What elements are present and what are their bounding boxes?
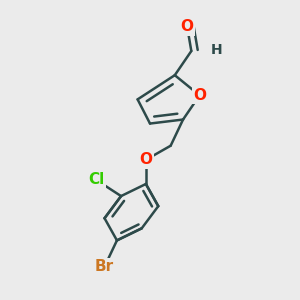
Text: O: O bbox=[181, 19, 194, 34]
Text: O: O bbox=[140, 152, 152, 167]
Text: Br: Br bbox=[95, 259, 114, 274]
Text: Cl: Cl bbox=[88, 172, 104, 188]
Text: H: H bbox=[211, 43, 222, 57]
Text: O: O bbox=[193, 88, 206, 103]
